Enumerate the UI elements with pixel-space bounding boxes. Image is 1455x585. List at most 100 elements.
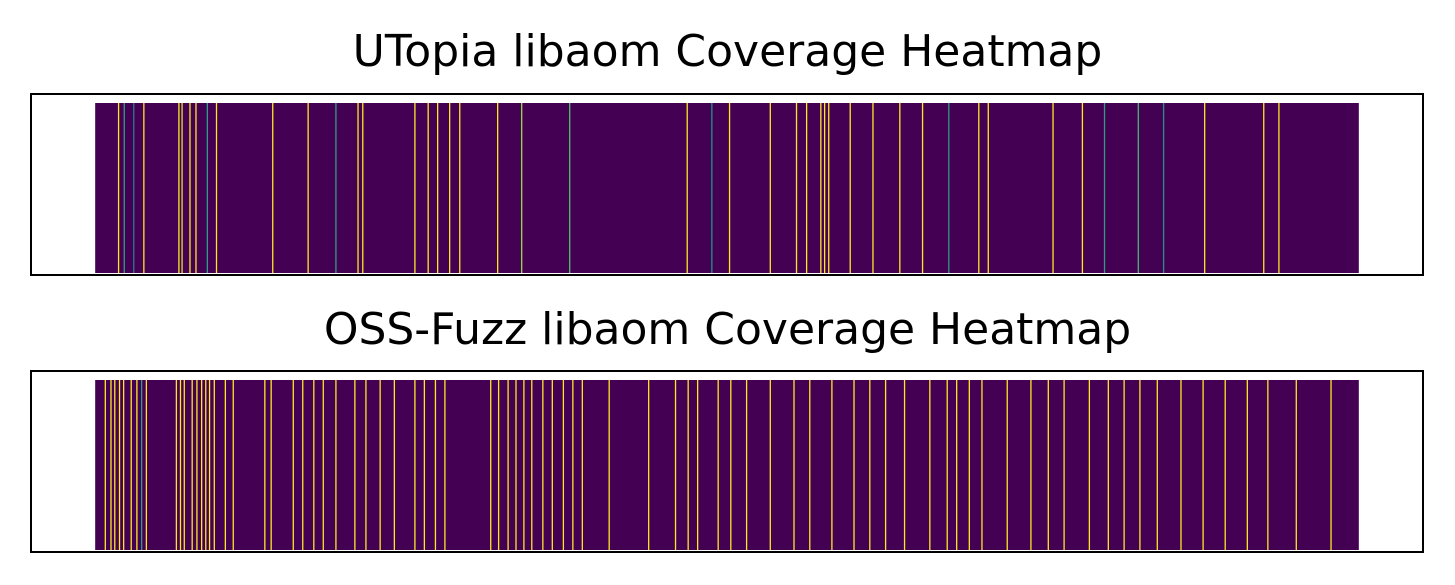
ossfuzz-coverage-cell-72 [1107, 380, 1109, 550]
ossfuzz-coverage-cell-22 [292, 380, 294, 550]
utopia-coverage-cell-45 [1263, 103, 1265, 273]
utopia-coverage-cell-10 [272, 103, 274, 273]
ossfuzz-coverage-cell-9 [175, 380, 178, 550]
utopia-coverage-cell-36 [948, 103, 950, 273]
utopia-coverage-cell-28 [805, 103, 808, 273]
utopia-coverage-cell-13 [357, 103, 359, 273]
ossfuzz-coverage-cell-48 [674, 380, 677, 550]
utopia-coverage-cell-4 [178, 103, 180, 273]
ossfuzz-coverage-cell-36 [497, 380, 500, 550]
ossfuzz-coverage-cell-40 [531, 380, 533, 550]
utopia-coverage-cell-12 [335, 103, 337, 273]
chart-title-ossfuzz: OSS-Fuzz libaom Coverage Heatmap [323, 304, 1132, 355]
utopia-coverage-cell-26 [769, 103, 771, 273]
ossfuzz-coverage-cell-19 [232, 380, 234, 550]
ossfuzz-coverage-cell-33 [434, 380, 437, 550]
utopia-coverage-cell-14 [362, 103, 364, 273]
ossfuzz-coverage-cell-82 [1330, 380, 1332, 550]
utopia-coverage-cell-41 [1103, 103, 1106, 273]
ossfuzz-coverage-cell-31 [414, 380, 416, 550]
ossfuzz-coverage-cell-77 [1202, 380, 1204, 550]
ossfuzz-coverage-cell-66 [981, 380, 983, 550]
utopia-coverage-cell-27 [795, 103, 798, 273]
ossfuzz-coverage-cell-54 [769, 380, 771, 550]
ossfuzz-coverage-cell-53 [745, 380, 748, 550]
utopia-coverage-cell-34 [899, 103, 901, 273]
ossfuzz-coverage-cell-32 [423, 380, 426, 550]
utopia-coverage-cell-6 [189, 103, 191, 273]
utopia-coverage-cell-8 [206, 103, 208, 273]
ossfuzz-coverage-cell-78 [1224, 380, 1226, 550]
ossfuzz-coverage-cell-69 [1047, 380, 1049, 550]
utopia-coverage-cell-31 [828, 103, 830, 273]
ossfuzz-coverage-cell-11 [183, 380, 185, 550]
utopia-coverage-cell-32 [849, 103, 851, 273]
ossfuzz-coverage-cell-14 [201, 380, 203, 550]
utopia-coverage-cell-38 [987, 103, 989, 273]
ossfuzz-heatmap-background [95, 380, 1359, 550]
utopia-coverage-cell-7 [195, 103, 197, 273]
utopia-coverage-cell-23 [686, 103, 688, 273]
ossfuzz-coverage-cell-29 [379, 380, 381, 550]
utopia-coverage-cell-11 [307, 103, 309, 273]
ossfuzz-coverage-cell-64 [956, 380, 958, 550]
ossfuzz-coverage-cell-26 [335, 380, 337, 550]
utopia-coverage-cell-39 [1052, 103, 1054, 273]
ossfuzz-coverage-cell-41 [542, 380, 544, 550]
ossfuzz-coverage-cell-59 [869, 380, 871, 550]
ossfuzz-coverage-cell-10 [179, 380, 182, 550]
utopia-coverage-cell-1 [123, 103, 125, 273]
utopia-coverage-cell-21 [521, 103, 523, 273]
ossfuzz-coverage-cell-38 [515, 380, 517, 550]
ossfuzz-coverage-cell-74 [1139, 380, 1141, 550]
ossfuzz-coverage-cell-43 [562, 380, 565, 550]
ossfuzz-coverage-cell-47 [648, 380, 650, 550]
utopia-coverage-cell-33 [872, 103, 874, 273]
ossfuzz-coverage-cell-27 [354, 380, 356, 550]
utopia-heatmap-background [95, 103, 1359, 273]
utopia-coverage-cell-42 [1137, 103, 1139, 273]
ossfuzz-coverage-cell-52 [730, 380, 732, 550]
utopia-coverage-cell-16 [427, 103, 429, 273]
ossfuzz-coverage-cell-44 [572, 380, 574, 550]
utopia-coverage-cell-3 [143, 103, 145, 273]
ossfuzz-coverage-cell-70 [1063, 380, 1065, 550]
ossfuzz-coverage-cell-62 [929, 380, 931, 550]
heatmap-axes-utopia [30, 93, 1424, 276]
utopia-coverage-cell-2 [133, 103, 135, 273]
ossfuzz-coverage-cell-5 [130, 380, 132, 550]
ossfuzz-coverage-cell-16 [208, 380, 211, 550]
ossfuzz-coverage-cell-80 [1267, 380, 1269, 550]
ossfuzz-coverage-cell-68 [1030, 380, 1032, 550]
utopia-coverage-cell-40 [1081, 103, 1084, 273]
ossfuzz-coverage-cell-51 [717, 380, 719, 550]
ossfuzz-coverage-cell-65 [968, 380, 970, 550]
ossfuzz-coverage-cell-58 [853, 380, 855, 550]
utopia-coverage-cell-9 [215, 103, 218, 273]
ossfuzz-coverage-cell-79 [1246, 380, 1248, 550]
utopia-coverage-cell-35 [921, 103, 924, 273]
utopia-coverage-cell-15 [414, 103, 416, 273]
ossfuzz-coverage-cell-37 [507, 380, 509, 550]
ossfuzz-coverage-cell-13 [196, 380, 198, 550]
heatmap-axes-ossfuzz [30, 370, 1424, 553]
ossfuzz-coverage-cell-39 [523, 380, 525, 550]
utopia-coverage-cell-22 [569, 103, 571, 273]
ossfuzz-coverage-cell-49 [687, 380, 689, 550]
ossfuzz-coverage-cell-67 [1006, 380, 1008, 550]
ossfuzz-coverage-cell-46 [608, 380, 610, 550]
utopia-coverage-cell-18 [449, 103, 451, 273]
ossfuzz-coverage-cell-1 [110, 380, 112, 550]
ossfuzz-coverage-cell-42 [551, 380, 553, 550]
ossfuzz-coverage-cell-76 [1180, 380, 1182, 550]
utopia-coverage-cell-37 [978, 103, 980, 273]
ossfuzz-coverage-cell-63 [946, 380, 948, 550]
utopia-coverage-cell-19 [459, 103, 461, 273]
heatmap-utopia [95, 103, 1359, 273]
ossfuzz-coverage-cell-21 [270, 380, 272, 550]
ossfuzz-coverage-cell-25 [322, 380, 324, 550]
utopia-coverage-cell-25 [728, 103, 731, 273]
ossfuzz-coverage-cell-4 [122, 380, 125, 550]
ossfuzz-coverage-cell-30 [393, 380, 396, 550]
heatmap-ossfuzz [95, 380, 1359, 550]
